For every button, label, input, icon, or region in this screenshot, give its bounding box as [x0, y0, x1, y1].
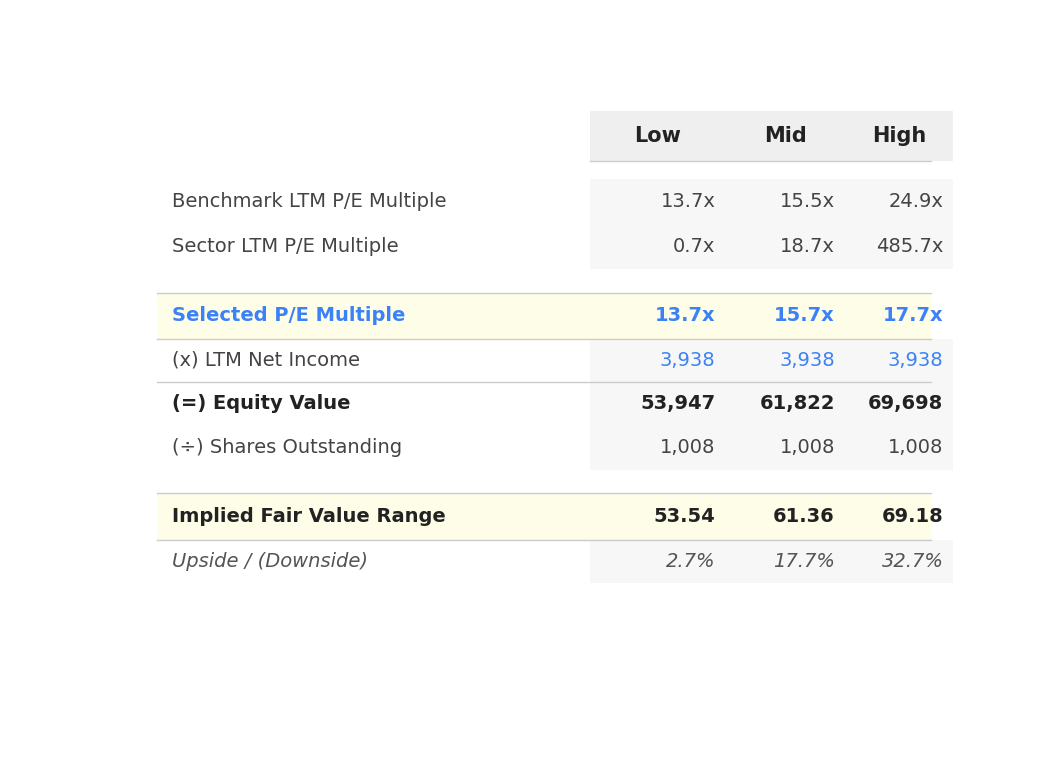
Text: 69.18: 69.18 — [881, 507, 943, 526]
Text: 15.5x: 15.5x — [780, 192, 835, 211]
Text: 13.7x: 13.7x — [655, 307, 716, 325]
Text: High: High — [872, 126, 926, 146]
Text: 1,008: 1,008 — [780, 437, 835, 457]
Bar — [725, 382, 844, 425]
Bar — [589, 339, 725, 382]
Bar — [844, 224, 954, 269]
Text: 3,938: 3,938 — [660, 351, 716, 370]
Text: 1,008: 1,008 — [888, 437, 943, 457]
Text: (x) LTM Net Income: (x) LTM Net Income — [172, 351, 360, 370]
Text: 13.7x: 13.7x — [661, 192, 716, 211]
Bar — [589, 224, 725, 269]
Text: 0.7x: 0.7x — [673, 237, 716, 256]
Bar — [725, 339, 844, 382]
Bar — [844, 539, 954, 583]
Bar — [589, 539, 725, 583]
Text: 3,938: 3,938 — [888, 351, 943, 370]
Text: 53.54: 53.54 — [654, 507, 716, 526]
Text: (=) Equity Value: (=) Equity Value — [172, 394, 350, 413]
Text: Implied Fair Value Range: Implied Fair Value Range — [172, 507, 446, 526]
Text: Mid: Mid — [764, 126, 806, 146]
Text: 3,938: 3,938 — [780, 351, 835, 370]
Text: 17.7%: 17.7% — [773, 552, 835, 570]
Text: 32.7%: 32.7% — [881, 552, 943, 570]
Text: Low: Low — [634, 126, 681, 146]
Text: (÷) Shares Outstanding: (÷) Shares Outstanding — [172, 437, 402, 457]
Text: 61.36: 61.36 — [773, 507, 835, 526]
Text: 1,008: 1,008 — [661, 437, 716, 457]
Text: 2.7%: 2.7% — [666, 552, 716, 570]
Text: 61,822: 61,822 — [759, 394, 835, 413]
Bar — [725, 539, 844, 583]
Bar — [844, 111, 954, 162]
Text: 15.7x: 15.7x — [774, 307, 835, 325]
Text: 18.7x: 18.7x — [780, 237, 835, 256]
Bar — [589, 425, 725, 470]
Text: 53,947: 53,947 — [640, 394, 716, 413]
Bar — [844, 382, 954, 425]
Text: Selected P/E Multiple: Selected P/E Multiple — [172, 307, 406, 325]
Bar — [589, 180, 725, 224]
Bar — [725, 224, 844, 269]
Text: 24.9x: 24.9x — [889, 192, 943, 211]
Text: 69,698: 69,698 — [869, 394, 943, 413]
Bar — [725, 180, 844, 224]
Bar — [157, 293, 931, 339]
Bar — [844, 180, 954, 224]
Text: Benchmark LTM P/E Multiple: Benchmark LTM P/E Multiple — [172, 192, 447, 211]
Text: 485.7x: 485.7x — [876, 237, 943, 256]
Bar — [844, 425, 954, 470]
Text: 17.7x: 17.7x — [883, 307, 943, 325]
Text: Sector LTM P/E Multiple: Sector LTM P/E Multiple — [172, 237, 399, 256]
Bar — [725, 425, 844, 470]
Bar — [589, 382, 725, 425]
Bar — [589, 111, 725, 162]
Bar — [844, 339, 954, 382]
Bar — [725, 111, 844, 162]
Text: Upside / (Downside): Upside / (Downside) — [172, 552, 369, 570]
Bar — [157, 493, 931, 539]
